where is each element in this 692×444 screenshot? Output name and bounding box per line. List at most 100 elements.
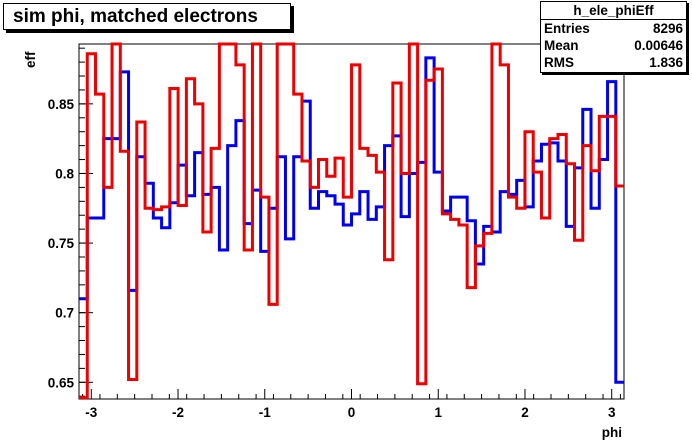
x-tick-label: 1 bbox=[434, 405, 442, 420]
bin-value-point bbox=[132, 379, 134, 381]
y-tick-label: 0.85 bbox=[48, 97, 75, 112]
bin-value-point bbox=[264, 250, 266, 252]
bin-value-point bbox=[363, 191, 365, 193]
bin-value-point bbox=[206, 193, 208, 195]
bin-value-point bbox=[454, 218, 456, 220]
bin-value-point bbox=[503, 64, 505, 66]
bin-value-point bbox=[346, 224, 348, 226]
bin-value-point bbox=[388, 145, 390, 147]
bin-value-point bbox=[553, 142, 555, 144]
bin-value-point bbox=[231, 43, 233, 45]
bin-value-point bbox=[247, 249, 249, 251]
y-tick-label: 0.65 bbox=[48, 375, 75, 390]
bin-value-point bbox=[528, 131, 530, 133]
bin-value-point bbox=[156, 217, 158, 219]
bin-value-point bbox=[479, 245, 481, 247]
bin-value-point bbox=[99, 93, 101, 95]
bin-value-point bbox=[536, 171, 538, 173]
bin-value-point bbox=[322, 159, 324, 161]
plot-title: sim phi, matched electrons bbox=[3, 3, 291, 30]
bin-value-point bbox=[437, 68, 439, 70]
bin-value-point bbox=[165, 206, 167, 208]
bin-value-point bbox=[330, 175, 332, 177]
bin-value-point bbox=[495, 43, 497, 45]
bin-value-point bbox=[602, 159, 604, 161]
bin-value-point bbox=[520, 207, 522, 209]
bin-value-point bbox=[223, 43, 225, 45]
bin-value-point bbox=[123, 71, 125, 73]
bin-value-point bbox=[412, 43, 414, 45]
bin-value-point bbox=[82, 397, 84, 399]
bin-value-point bbox=[140, 121, 142, 123]
bin-value-point bbox=[578, 167, 580, 169]
bin-value-point bbox=[561, 160, 563, 162]
bin-value-point bbox=[115, 43, 117, 45]
stats-row-entries: Entries 8296 bbox=[541, 20, 686, 37]
bin-value-point bbox=[545, 217, 547, 219]
stats-label: Mean bbox=[544, 38, 579, 53]
y-tick-label: 0.75 bbox=[48, 236, 75, 251]
bin-value-point bbox=[305, 160, 307, 162]
bin-value-point bbox=[569, 225, 571, 227]
bin-value-point bbox=[313, 186, 315, 188]
bin-value-point bbox=[379, 206, 381, 208]
bin-value-point bbox=[99, 217, 101, 219]
bin-value-point bbox=[173, 202, 175, 204]
bin-value-point bbox=[561, 133, 563, 135]
bin-value-point bbox=[578, 239, 580, 241]
bin-value-point bbox=[206, 231, 208, 233]
bin-value-point bbox=[289, 43, 291, 45]
bin-value-point bbox=[297, 93, 299, 95]
bin-value-point bbox=[256, 189, 258, 191]
bin-value-point bbox=[272, 303, 274, 305]
bin-value-point bbox=[355, 213, 357, 215]
bin-value-point bbox=[594, 207, 596, 209]
bin-value-point bbox=[454, 196, 456, 198]
bin-value-point bbox=[313, 207, 315, 209]
y-tick-label: 0.7 bbox=[55, 306, 74, 321]
stats-label: RMS bbox=[544, 55, 574, 70]
bin-value-point bbox=[280, 43, 282, 45]
y-axis-label: eff bbox=[23, 51, 38, 68]
bin-value-point bbox=[181, 204, 183, 206]
series-layer bbox=[79, 42, 625, 400]
bin-value-point bbox=[305, 100, 307, 102]
bin-value-point bbox=[602, 115, 604, 117]
bin-value-point bbox=[619, 381, 621, 383]
bin-value-point bbox=[462, 224, 464, 226]
y-tick-label: 0.8 bbox=[55, 166, 74, 181]
bin-value-point bbox=[214, 186, 216, 188]
bin-value-point bbox=[594, 170, 596, 172]
bin-value-point bbox=[90, 217, 92, 219]
x-tick-label: 0 bbox=[348, 405, 356, 420]
bin-value-point bbox=[611, 115, 613, 117]
bin-value-point bbox=[264, 196, 266, 198]
axis-ticks bbox=[79, 47, 621, 399]
bin-value-point bbox=[346, 196, 348, 198]
bin-value-point bbox=[297, 156, 299, 158]
bin-value-point bbox=[586, 145, 588, 147]
x-tick-label: -3 bbox=[85, 405, 97, 420]
bin-value-point bbox=[214, 147, 216, 149]
stats-value: 1.836 bbox=[649, 55, 683, 70]
bin-value-point bbox=[446, 213, 448, 215]
bin-value-point bbox=[272, 207, 274, 209]
bin-value-point bbox=[148, 207, 150, 209]
bin-value-point bbox=[189, 78, 191, 80]
bin-value-point bbox=[198, 152, 200, 154]
x-tick-label: -2 bbox=[172, 405, 184, 420]
bin-value-point bbox=[446, 210, 448, 212]
bin-value-point bbox=[379, 171, 381, 173]
bin-value-point bbox=[330, 195, 332, 197]
bin-value-point bbox=[528, 206, 530, 208]
bin-value-point bbox=[396, 82, 398, 84]
bin-value-point bbox=[503, 191, 505, 193]
stats-box-name: h_ele_phiEff bbox=[541, 2, 686, 20]
stats-box: h_ele_phiEff Entries 8296 Mean 0.00646 R… bbox=[540, 1, 687, 73]
x-tick-label: -1 bbox=[259, 405, 271, 420]
x-axis-label: phi bbox=[602, 425, 622, 440]
bin-value-point bbox=[115, 138, 117, 140]
bin-value-point bbox=[198, 103, 200, 105]
